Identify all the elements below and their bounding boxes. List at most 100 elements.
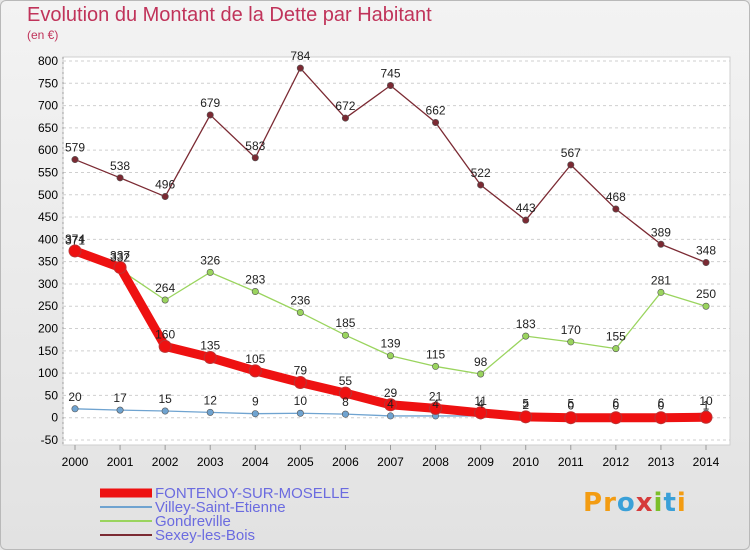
y-tick-label: 500	[38, 188, 58, 202]
data-point	[116, 406, 124, 414]
x-tick-label: 2013	[648, 455, 675, 469]
data-label: 496	[155, 178, 175, 192]
proxiti-logo: Proxiti	[583, 488, 693, 528]
data-label: 326	[200, 253, 220, 267]
legend: FONTENOY-SUR-MOSELLEVilley-Saint-Etienne…	[100, 485, 349, 544]
x-axis: 2000 2001 2002 2003 2004 2005 2006 2007 2008 2009…	[62, 445, 720, 469]
data-point	[386, 412, 394, 420]
data-point	[699, 410, 713, 424]
data-label: 183	[516, 317, 536, 331]
data-point	[158, 339, 172, 353]
data-label: 0	[613, 399, 620, 413]
data-label: 567	[561, 146, 581, 160]
data-point	[251, 154, 259, 162]
chart-unit: (en €)	[27, 28, 59, 42]
y-tick-label: 350	[38, 255, 58, 269]
data-point	[567, 338, 575, 346]
x-tick-label: 2009	[467, 455, 494, 469]
data-label: 579	[65, 141, 85, 155]
legend-label: Sexey-les-Bois	[155, 527, 255, 544]
y-tick-label: 700	[38, 99, 58, 113]
x-tick-label: 2011	[558, 455, 584, 469]
data-label: 745	[380, 67, 400, 81]
y-tick-label: 450	[38, 210, 58, 224]
data-point	[657, 240, 665, 248]
data-label: 468	[606, 190, 626, 204]
data-label: 662	[426, 104, 446, 118]
data-point	[206, 268, 214, 276]
data-point	[161, 193, 169, 201]
data-point	[654, 411, 668, 425]
data-point	[71, 405, 79, 413]
data-labels: 5795384966795837846727456625224435674683…	[65, 49, 716, 413]
data-point	[251, 410, 259, 418]
logo-letter: x	[635, 488, 654, 518]
data-point	[248, 364, 262, 378]
data-point	[68, 244, 82, 258]
data-point	[203, 351, 217, 365]
data-point	[251, 288, 259, 296]
data-label: 2	[522, 398, 529, 412]
data-label: 55	[339, 374, 353, 388]
data-label: 11	[474, 394, 487, 408]
data-label: 1	[703, 398, 710, 412]
x-tick-label: 2010	[512, 455, 539, 469]
series-group	[68, 64, 713, 425]
data-label: 79	[294, 363, 308, 377]
y-tick-label: 100	[38, 366, 58, 380]
data-point	[429, 401, 443, 415]
x-tick-label: 2005	[287, 455, 314, 469]
data-label: 29	[384, 386, 398, 400]
data-point	[293, 375, 307, 389]
data-point	[338, 386, 352, 400]
data-label: 337	[110, 248, 130, 262]
data-point	[296, 409, 304, 417]
data-label: 6	[658, 396, 665, 410]
data-point	[519, 410, 533, 424]
data-label: 4	[477, 397, 484, 411]
data-point	[432, 362, 440, 370]
chart-title: Evolution du Montant de la Dette par Hab…	[27, 4, 432, 26]
data-label: 283	[245, 273, 265, 287]
data-label: 185	[335, 316, 355, 330]
y-tick-label: 300	[38, 277, 58, 291]
data-label: 105	[245, 352, 265, 366]
data-label: 139	[380, 337, 400, 351]
data-label: 236	[290, 293, 310, 307]
data-label: 0	[658, 399, 665, 413]
data-label: 155	[606, 330, 626, 344]
logo-letter: i	[653, 488, 664, 518]
data-label: 443	[516, 201, 536, 215]
data-label: 371	[65, 233, 85, 247]
legend-label: FONTENOY-SUR-MOSELLE	[155, 485, 349, 502]
y-tick-label: 200	[38, 322, 58, 336]
data-label: 784	[290, 49, 310, 63]
x-tick-label: 2014	[693, 455, 720, 469]
data-point	[116, 174, 124, 182]
data-point	[477, 181, 485, 189]
data-point	[113, 260, 127, 274]
data-label: 672	[335, 99, 355, 113]
data-point	[341, 114, 349, 122]
y-tick-label: 800	[38, 54, 58, 68]
y-tick-label: 750	[38, 76, 58, 90]
data-label: 8	[342, 395, 349, 409]
data-label: 10	[699, 394, 713, 408]
data-label: 160	[155, 327, 175, 341]
y-tick-label: 550	[38, 165, 58, 179]
x-tick-label: 2012	[603, 455, 630, 469]
data-point	[702, 259, 710, 267]
data-point	[474, 406, 488, 420]
data-point	[384, 398, 397, 412]
logo-letter: i	[676, 488, 687, 518]
x-tick-label: 2008	[422, 455, 449, 469]
data-label: 348	[696, 244, 716, 258]
data-label: 9	[252, 395, 259, 409]
data-label: 4	[432, 397, 439, 411]
data-point	[161, 407, 169, 415]
data-point	[612, 205, 620, 213]
data-point	[206, 408, 214, 416]
x-tick-label: 2000	[62, 455, 89, 469]
data-label: 374	[65, 232, 85, 246]
